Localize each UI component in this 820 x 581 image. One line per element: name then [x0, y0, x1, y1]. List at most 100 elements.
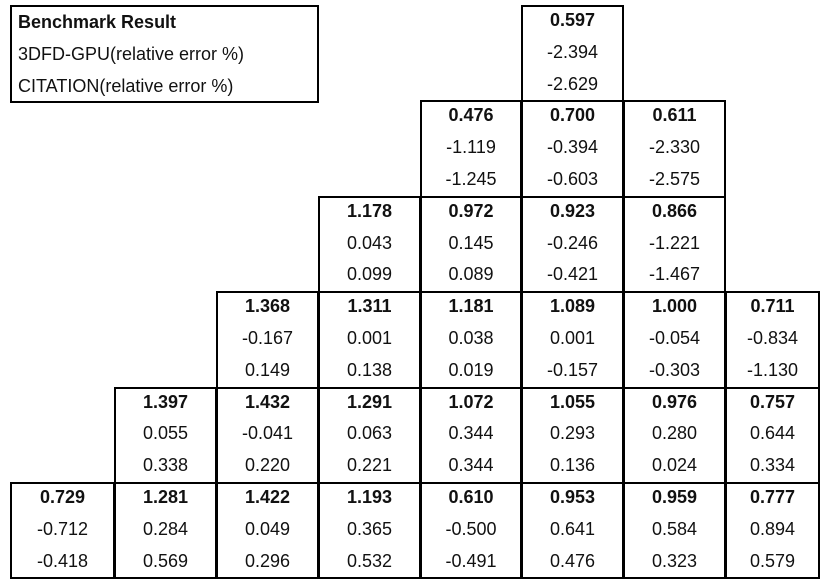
benchmark-value: 0.729: [39, 487, 86, 507]
relative-error: -0.054: [648, 327, 701, 348]
relative-error: 0.063: [346, 423, 393, 444]
benchmark-value: 1.178: [346, 200, 393, 221]
relative-error: -0.603: [546, 168, 599, 189]
table-cell: 0.711 -0.834 -1.130: [725, 291, 820, 389]
benchmark-value: 1.193: [346, 487, 393, 507]
relative-error: 0.099: [346, 264, 393, 285]
relative-error: -1.119: [446, 137, 496, 158]
relative-error: 0.049: [244, 518, 291, 539]
relative-error: 0.220: [244, 455, 291, 476]
table-cell: 0.866 -1.221 -1.467: [623, 195, 726, 294]
benchmark-value: 0.923: [549, 200, 596, 221]
table-cell: 0.923 -0.246 -0.421: [521, 195, 624, 294]
table-cell: 1.397 0.055 0.338: [114, 386, 217, 484]
relative-error: 0.579: [749, 550, 796, 571]
legend-title: Benchmark Result: [18, 12, 177, 32]
relative-error: -1.130: [746, 359, 799, 380]
relative-error: -0.421: [546, 264, 599, 285]
table-cell: 1.178 0.043 0.099: [318, 195, 421, 294]
relative-error: -0.834: [746, 327, 799, 348]
relative-error: 0.145: [448, 232, 494, 253]
relative-error: -0.500: [445, 518, 497, 539]
relative-error: -0.167: [241, 327, 294, 348]
relative-error: 0.221: [346, 455, 393, 476]
table-cell: 1.181 0.038 0.019: [420, 291, 522, 389]
legend-row: CITATION(relative error %): [18, 75, 234, 96]
table-cell: 1.368 -0.167 0.149: [216, 291, 319, 389]
relative-error: 0.043: [346, 232, 393, 253]
table-cell: 0.972 0.145 0.089: [420, 195, 522, 294]
relative-error: -2.575: [648, 168, 701, 189]
benchmark-value: 0.610: [448, 487, 494, 507]
relative-error: 0.532: [346, 550, 393, 571]
relative-error: 0.024: [651, 455, 698, 476]
table-cell: 1.000 -0.054 -0.303: [623, 291, 726, 389]
relative-error: -0.303: [648, 359, 701, 380]
relative-error: 0.344: [448, 455, 494, 476]
relative-error: 0.338: [142, 455, 189, 476]
benchmark-value: 1.291: [346, 391, 393, 412]
table-cell: 1.281 0.284 0.569: [114, 482, 217, 580]
relative-error: 0.334: [749, 455, 796, 476]
table-cell: 0.700 -0.394 -0.603: [521, 100, 624, 198]
relative-error: -1.245: [445, 168, 497, 189]
table-cell: 0.476 -1.119 -1.245: [420, 100, 522, 198]
table-cell: 0.610 -0.500 -0.491: [420, 482, 522, 580]
benchmark-value: 0.953: [549, 487, 596, 507]
benchmark-value: 1.432: [244, 391, 291, 412]
relative-error: 0.584: [651, 518, 698, 539]
relative-error: -2.629: [546, 73, 599, 94]
relative-error: -0.246: [546, 232, 599, 253]
table-cell: 1.432 -0.041 0.220: [216, 386, 319, 484]
relative-error: 0.641: [549, 518, 596, 539]
relative-error: 0.055: [142, 423, 189, 444]
relative-error: 0.019: [448, 359, 494, 380]
benchmark-value: 0.597: [549, 10, 596, 30]
table-cell: 1.311 0.001 0.138: [318, 291, 421, 389]
relative-error: 0.476: [549, 550, 596, 571]
table-cell: 0.976 0.280 0.024: [623, 386, 726, 484]
table-cell: 1.089 0.001 -0.157: [521, 291, 624, 389]
benchmark-value: 1.089: [549, 296, 596, 317]
relative-error: 0.894: [749, 518, 796, 539]
benchmark-value: 0.959: [651, 487, 698, 507]
relative-error: 0.138: [346, 359, 393, 380]
benchmark-value: 1.281: [142, 487, 189, 507]
relative-error: -0.491: [445, 550, 497, 571]
legend-row: 3DFD-GPU(relative error %): [18, 43, 245, 64]
relative-error: 0.001: [549, 327, 596, 348]
relative-error: 0.089: [448, 264, 494, 285]
benchmark-value: 0.700: [549, 105, 596, 126]
table-cell: 1.422 0.049 0.296: [216, 482, 319, 580]
relative-error: -0.418: [36, 550, 89, 571]
benchmark-value: 1.368: [244, 296, 291, 317]
relative-error: 0.293: [549, 423, 596, 444]
relative-error: -1.467: [648, 264, 701, 285]
relative-error: 0.644: [749, 423, 796, 444]
table-cell: 0.777 0.894 0.579: [725, 482, 820, 580]
relative-error: 0.569: [142, 550, 189, 571]
relative-error: -1.221: [648, 232, 701, 253]
legend: Benchmark Result 3DFD-GPU(relative error…: [10, 5, 319, 103]
benchmark-value: 0.777: [749, 487, 796, 507]
table-cell: 0.597 -2.394 -2.629: [521, 5, 624, 103]
benchmark-value: 0.711: [750, 296, 795, 317]
relative-error: 0.038: [448, 327, 494, 348]
table-cell: 0.611 -2.330 -2.575: [623, 100, 726, 198]
benchmark-value: 1.311: [347, 296, 392, 317]
benchmark-value: 1.055: [549, 391, 596, 412]
benchmark-value: 0.866: [651, 200, 698, 221]
relative-error: 0.001: [346, 327, 393, 348]
table-cell: 1.193 0.365 0.532: [318, 482, 421, 580]
benchmark-value: 0.757: [749, 391, 796, 412]
relative-error: -2.394: [546, 41, 599, 62]
relative-error: 0.323: [651, 550, 698, 571]
relative-error: 0.280: [651, 423, 698, 444]
table-cell: 0.757 0.644 0.334: [725, 386, 820, 484]
benchmark-value: 1.181: [448, 296, 494, 317]
table-cell: 1.291 0.063 0.221: [318, 386, 421, 484]
relative-error: 0.296: [244, 550, 291, 571]
relative-error: 0.284: [142, 518, 189, 539]
benchmark-value: 0.611: [652, 105, 697, 126]
table-cell: 0.953 0.641 0.476: [521, 482, 624, 580]
